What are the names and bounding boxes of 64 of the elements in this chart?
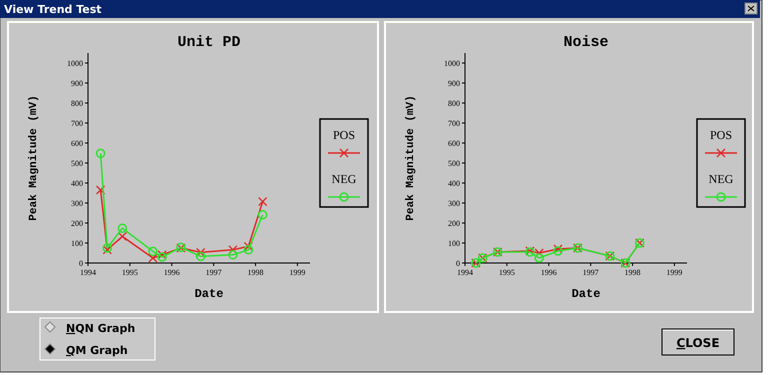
text: View Trend Test	[4, 3, 102, 16]
text: QM Graph	[66, 344, 128, 357]
point	[244, 245, 254, 255]
text: CLOSE	[676, 336, 720, 350]
y-axis-title: Peak Magnitude (mV)	[28, 95, 40, 221]
y-tick-label: 400	[448, 179, 460, 188]
y-tick-label: 0	[456, 259, 460, 268]
y-tick-label: 100	[71, 239, 83, 248]
point	[148, 246, 158, 256]
point	[258, 210, 268, 220]
y-tick-label: 1000	[444, 59, 460, 68]
text: NEG	[332, 172, 357, 186]
y-tick-label: 700	[71, 119, 83, 128]
y-tick-label: 200	[448, 219, 460, 228]
point	[228, 245, 238, 254]
x-axis-title: Date	[194, 287, 224, 301]
x-tick-label: 1995	[498, 268, 515, 277]
point	[258, 196, 268, 206]
y-tick-label: 200	[71, 219, 83, 228]
x-tick-label: 1999	[666, 268, 682, 277]
x-tick-label: 1994	[80, 268, 96, 277]
chart-title: Unit PD	[177, 34, 241, 51]
y-tick-label: 900	[448, 79, 460, 88]
point	[96, 185, 106, 195]
y-axis-title: Peak Magnitude (mV)	[405, 95, 417, 221]
point	[96, 148, 106, 158]
y-tick-label: 400	[71, 179, 83, 188]
point	[118, 232, 127, 242]
x-tick-label: 1998	[624, 268, 641, 277]
text: POS	[710, 128, 732, 142]
point	[534, 253, 544, 263]
chart-title: Noise	[563, 34, 609, 51]
y-tick-label: 300	[71, 199, 83, 208]
point	[148, 253, 158, 263]
point	[196, 252, 206, 262]
x-tick-label: 1998	[248, 268, 264, 277]
y-tick-label: 800	[448, 99, 460, 108]
y-tick-label: 300	[448, 199, 460, 208]
y-tick-label: 900	[71, 79, 83, 88]
y-tick-label: 600	[448, 139, 460, 148]
text: NEG	[708, 172, 734, 186]
text: POS	[332, 128, 356, 142]
x-tick-label: 1995	[122, 268, 138, 277]
x-tick-label: 1996	[164, 268, 180, 277]
point	[157, 252, 167, 262]
x-tick-label: 1997	[582, 268, 599, 277]
point	[118, 223, 128, 233]
y-tick-label: 1000	[67, 59, 83, 68]
text: NQN Graph	[66, 322, 136, 335]
y-tick-label: 100	[448, 239, 460, 248]
x-tick-label: 1994	[457, 268, 473, 277]
x-tick-label: 1996	[540, 268, 557, 277]
point	[157, 250, 167, 260]
x-tick-label: 1997	[206, 268, 222, 277]
y-tick-label: 700	[448, 119, 460, 128]
y-tick-label: 500	[71, 159, 83, 168]
x-axis-title: Date	[572, 287, 600, 301]
y-tick-label: 500	[448, 159, 460, 168]
y-tick-label: 0	[79, 259, 83, 268]
point	[228, 250, 238, 260]
y-tick-label: 600	[71, 139, 83, 148]
x-tick-label: 1999	[289, 268, 306, 277]
point	[244, 242, 254, 252]
y-tick-label: 800	[71, 99, 83, 108]
